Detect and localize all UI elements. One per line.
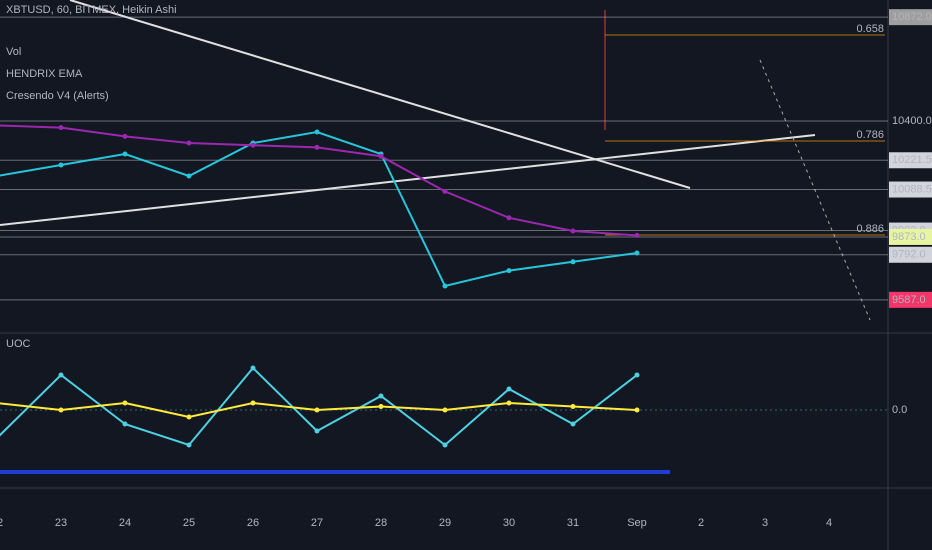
x-tick-label: 26	[247, 517, 259, 529]
data-point	[634, 232, 640, 238]
data-point	[378, 404, 384, 409]
price-label-bg	[889, 228, 932, 245]
y-tick-label: 0.0	[892, 404, 907, 416]
x-tick-label: 22	[0, 517, 3, 529]
data-point	[250, 142, 256, 148]
data-point	[122, 421, 128, 427]
price-label-bg	[889, 9, 932, 26]
trend-line	[69, 0, 691, 189]
data-point	[314, 129, 320, 135]
x-tick-label: 4	[826, 517, 832, 529]
data-point	[314, 144, 320, 150]
indicator-label: Cresendo V4 (Alerts)	[6, 90, 109, 102]
y-tick-label: 10221.5	[892, 154, 932, 166]
x-tick-label: 3	[762, 517, 768, 529]
data-point	[506, 386, 512, 392]
y-tick-label: 10872.0	[892, 11, 932, 23]
data-point	[122, 400, 128, 406]
x-tick-label: Sep	[627, 517, 647, 529]
fib-label: 0.886	[856, 223, 884, 235]
y-tick-label: 9587.0	[892, 294, 926, 306]
y-tick-label: 10400.0	[892, 115, 932, 127]
price-label-bg	[889, 402, 932, 418]
y-tick-label: 10088.5	[892, 183, 932, 195]
data-point	[250, 400, 256, 406]
x-tick-label: 30	[503, 517, 515, 529]
data-point	[58, 162, 64, 168]
trend-line	[0, 134, 816, 226]
x-tick-label: 28	[375, 517, 387, 529]
x-tick-label: 25	[183, 517, 195, 529]
data-point	[442, 188, 448, 194]
pane-title: UOC	[6, 338, 31, 350]
fib-label: 0.786	[856, 129, 884, 141]
data-point	[506, 215, 512, 221]
data-point	[122, 151, 128, 157]
price-label-bg	[889, 181, 932, 198]
price-label-bg	[889, 113, 932, 129]
data-point	[634, 407, 640, 413]
symbol-title: XBTUSD, 60, BITMEX, Heikin Ashi	[6, 4, 177, 16]
data-point	[634, 372, 640, 378]
price-label-bg	[889, 291, 932, 308]
dashed-line	[759, 59, 871, 321]
data-point	[442, 283, 448, 289]
data-point	[314, 428, 320, 434]
x-tick-label: 27	[311, 517, 323, 529]
data-point	[570, 404, 576, 409]
data-point	[186, 173, 192, 179]
x-tick-label: 29	[439, 517, 451, 529]
data-point	[378, 153, 384, 159]
data-point	[570, 228, 576, 234]
fib-label: 0.658	[856, 23, 884, 35]
data-point	[506, 268, 512, 274]
price-label-bg	[889, 152, 932, 169]
data-point	[186, 414, 192, 420]
data-point	[442, 407, 448, 413]
data-point	[186, 442, 192, 448]
data-point	[58, 125, 64, 131]
indicator-label: Vol	[6, 46, 21, 58]
x-tick-label: 2	[698, 517, 704, 529]
data-point	[570, 259, 576, 265]
data-point	[314, 407, 320, 413]
data-point	[378, 393, 384, 399]
data-point	[122, 133, 128, 139]
x-tick-label: 31	[567, 517, 579, 529]
data-point	[634, 250, 640, 256]
indicator-label: HENDRIX EMA	[6, 68, 83, 80]
signal-bar	[0, 470, 670, 474]
price-label-bg	[889, 246, 932, 263]
y-tick-label: 9792.0	[892, 249, 926, 261]
data-point	[250, 365, 256, 371]
data-point	[58, 407, 64, 413]
data-point	[506, 400, 512, 406]
x-tick-label: 23	[55, 517, 67, 529]
data-point	[186, 140, 192, 146]
data-point	[58, 372, 64, 378]
data-point	[442, 442, 448, 448]
x-tick-label: 24	[119, 517, 131, 529]
data-point	[570, 421, 576, 427]
y-tick-label: 9873.0	[892, 231, 926, 243]
